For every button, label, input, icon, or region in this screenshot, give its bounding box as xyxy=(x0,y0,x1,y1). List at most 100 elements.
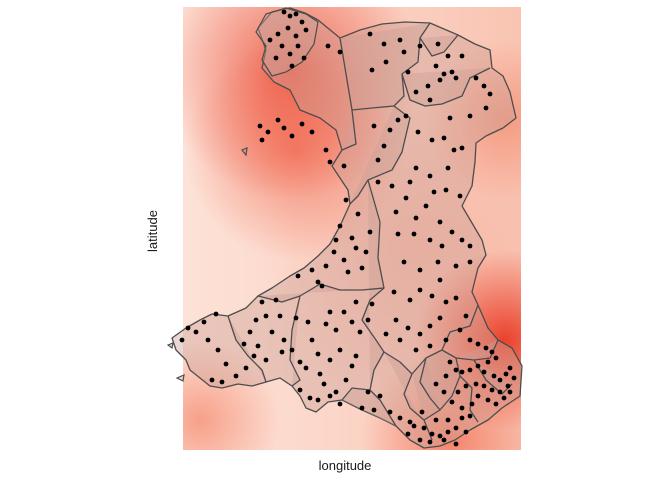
location-point xyxy=(429,293,435,299)
location-point xyxy=(375,157,381,163)
location-point xyxy=(359,405,365,411)
location-point xyxy=(327,357,333,363)
location-point xyxy=(417,267,423,273)
location-point xyxy=(253,317,259,323)
location-point xyxy=(341,257,347,263)
location-point xyxy=(407,297,413,303)
location-point xyxy=(467,337,473,343)
location-point xyxy=(369,67,375,73)
location-point xyxy=(251,353,257,359)
location-point xyxy=(411,423,417,429)
location-point xyxy=(337,223,343,229)
location-point xyxy=(493,355,499,361)
location-point xyxy=(485,397,491,403)
location-point xyxy=(437,277,443,283)
location-point xyxy=(289,63,295,69)
location-point xyxy=(427,323,433,329)
location-point xyxy=(273,55,279,61)
location-point xyxy=(209,377,215,383)
location-point xyxy=(431,189,437,195)
location-point xyxy=(463,429,469,435)
location-point xyxy=(429,137,435,143)
location-point xyxy=(327,309,333,315)
location-point xyxy=(325,43,331,49)
location-point xyxy=(255,343,261,349)
location-point xyxy=(281,9,287,15)
location-point xyxy=(265,129,271,135)
location-point xyxy=(381,41,387,47)
location-point xyxy=(457,193,463,199)
location-point xyxy=(481,83,487,89)
location-point xyxy=(427,97,433,103)
location-point xyxy=(341,163,347,169)
location-point xyxy=(247,329,253,335)
location-point xyxy=(449,229,455,235)
location-point xyxy=(381,143,387,149)
location-point xyxy=(307,395,313,401)
location-point xyxy=(433,417,439,423)
location-point xyxy=(357,329,363,335)
location-point xyxy=(303,365,309,371)
location-point xyxy=(323,321,329,327)
location-point xyxy=(405,325,411,331)
location-point xyxy=(219,379,225,385)
location-point xyxy=(423,203,429,209)
location-point xyxy=(437,315,443,321)
location-point xyxy=(443,187,449,193)
location-point xyxy=(473,381,479,387)
location-point xyxy=(489,387,495,393)
location-point xyxy=(213,311,219,317)
location-point xyxy=(333,327,339,333)
location-point xyxy=(297,359,303,365)
location-point xyxy=(369,301,375,307)
location-point xyxy=(321,381,327,387)
location-point xyxy=(363,249,369,255)
location-point xyxy=(287,13,293,19)
location-point xyxy=(355,211,361,217)
location-point xyxy=(469,401,475,407)
location-point xyxy=(467,259,473,265)
location-point xyxy=(441,437,447,443)
location-point xyxy=(453,425,459,431)
location-point xyxy=(467,113,473,119)
location-point xyxy=(387,409,393,415)
location-point xyxy=(303,27,309,33)
location-point xyxy=(201,319,207,325)
location-point xyxy=(491,373,497,379)
location-point xyxy=(413,215,419,221)
location-point xyxy=(259,299,265,305)
region-boundary-north xyxy=(339,22,431,111)
location-point xyxy=(445,429,451,435)
location-point xyxy=(179,337,185,343)
location-point xyxy=(417,331,423,337)
location-point xyxy=(299,19,305,25)
location-point xyxy=(317,371,323,377)
location-point xyxy=(449,69,455,75)
location-point xyxy=(439,243,445,249)
country-outline xyxy=(171,7,523,449)
location-point xyxy=(393,317,399,323)
location-point xyxy=(371,123,377,129)
location-point xyxy=(443,299,449,305)
location-point xyxy=(349,319,355,325)
location-point xyxy=(415,129,421,135)
location-point xyxy=(473,75,479,81)
location-point xyxy=(481,383,487,389)
location-point xyxy=(497,389,503,395)
location-point xyxy=(475,393,481,399)
location-point xyxy=(459,237,465,243)
location-point xyxy=(193,329,199,335)
location-point xyxy=(205,337,211,343)
location-point xyxy=(367,31,373,37)
location-point xyxy=(451,147,457,153)
region-boundary-mid-north xyxy=(341,109,357,151)
location-point xyxy=(349,363,355,369)
location-point xyxy=(343,197,349,203)
location-point xyxy=(447,115,453,121)
location-point xyxy=(413,165,419,171)
regions-layer xyxy=(166,7,523,449)
location-point xyxy=(267,37,273,43)
location-point xyxy=(427,343,433,349)
location-point xyxy=(433,381,439,387)
location-point xyxy=(293,33,299,39)
